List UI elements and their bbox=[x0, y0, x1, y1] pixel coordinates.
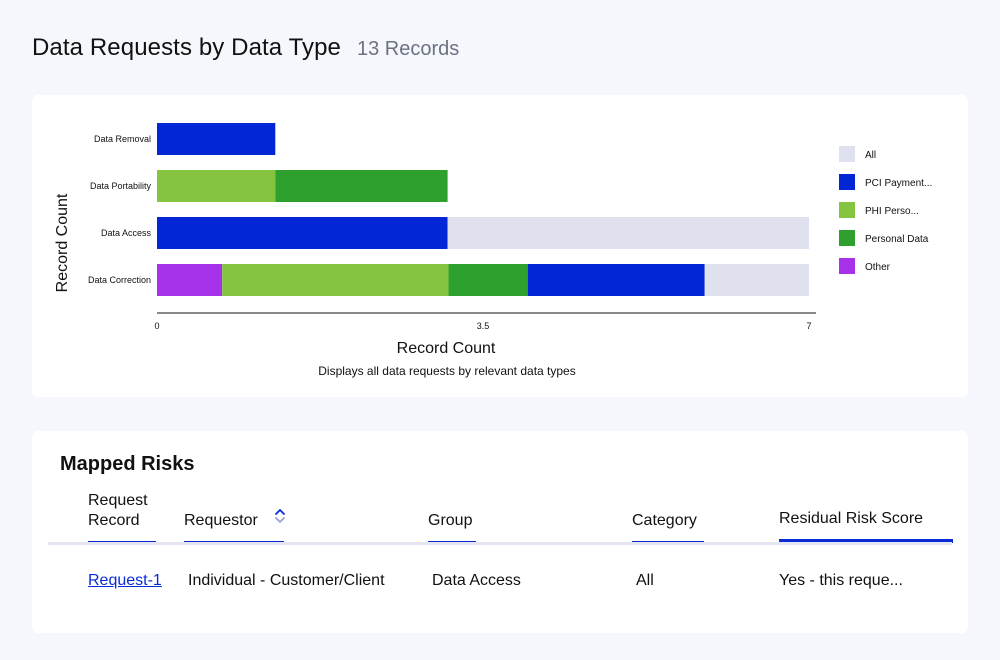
legend-label: PHI Perso... bbox=[865, 206, 919, 217]
legend-swatch bbox=[839, 146, 855, 162]
bar-segment-all bbox=[447, 217, 809, 249]
category-label: Data Portability bbox=[90, 181, 152, 191]
bar-segment-personal-data bbox=[275, 170, 448, 202]
sort-chevron-icon[interactable] bbox=[273, 507, 287, 525]
legend-label: Other bbox=[865, 262, 891, 273]
legend-label: PCI Payment... bbox=[865, 178, 932, 189]
page-title: Data Requests by Data Type bbox=[32, 34, 341, 61]
bar-segment-personal-data bbox=[448, 264, 528, 296]
bar-segment-pci-payment bbox=[157, 123, 276, 155]
category-label: Data Access bbox=[101, 228, 152, 238]
column-header-request-record[interactable]: Request Record bbox=[88, 492, 148, 529]
x-tick-label: 0 bbox=[154, 321, 159, 331]
legend-swatch bbox=[839, 202, 855, 218]
column-header-underline bbox=[779, 539, 953, 543]
x-tick-label: 3.5 bbox=[477, 321, 490, 331]
column-header-residual-risk-score[interactable]: Residual Risk Score bbox=[779, 510, 924, 527]
table-header-divider bbox=[48, 542, 952, 545]
mapped-risks-title: Mapped Risks bbox=[60, 453, 195, 475]
bar-segment-pci-payment bbox=[527, 264, 705, 296]
legend-swatch bbox=[839, 230, 855, 246]
legend-swatch bbox=[839, 174, 855, 190]
category-cell: All bbox=[636, 572, 654, 589]
requestor-cell: Individual - Customer/Client bbox=[188, 572, 385, 589]
mapped-risks-card: Mapped Risks Request Record Requestor Gr… bbox=[32, 431, 968, 633]
page-header: Data Requests by Data Type 13 Records bbox=[32, 34, 459, 62]
category-label: Data Removal bbox=[94, 134, 151, 144]
stacked-bar-chart: Data Removal Data Portability Data Access D… bbox=[54, 123, 932, 357]
bar-segment-pci-payment bbox=[157, 217, 448, 249]
bar-segment-other bbox=[157, 264, 223, 296]
legend-swatch bbox=[839, 258, 855, 274]
residual-risk-score-cell: Yes - this reque... bbox=[779, 572, 903, 589]
x-tick-label: 7 bbox=[806, 321, 811, 331]
category-label: Data Correction bbox=[88, 275, 151, 285]
y-axis-title: Record Count bbox=[54, 193, 71, 292]
x-axis-title: Record Count bbox=[397, 340, 496, 357]
column-header-category[interactable]: Category bbox=[632, 512, 697, 529]
column-header-group[interactable]: Group bbox=[428, 512, 473, 529]
bar-segment-phi-perso bbox=[157, 170, 276, 202]
chart-caption: Displays all data requests by relevant d… bbox=[318, 364, 576, 378]
record-count: 13 Records bbox=[357, 38, 460, 60]
bar-segment-phi-perso bbox=[222, 264, 449, 296]
group-cell: Data Access bbox=[432, 572, 521, 589]
chart-card: Data Removal Data Portability Data Access D… bbox=[32, 95, 968, 397]
legend-label: Personal Data bbox=[865, 234, 929, 245]
request-record-link[interactable]: Request-1 bbox=[88, 572, 162, 589]
legend-label: All bbox=[865, 150, 876, 161]
bar-segment-all bbox=[704, 264, 809, 296]
column-header-requestor[interactable]: Requestor bbox=[184, 512, 258, 529]
